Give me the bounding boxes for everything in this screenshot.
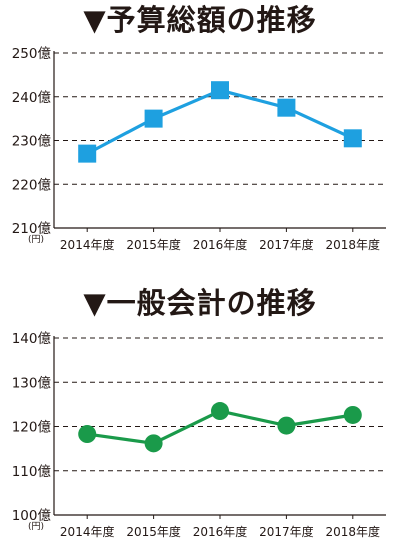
budget-total-chart: ▼予算総額の推移 210億 220億 230億 240億 250億 (円) 2014年度 20… — [0, 0, 400, 270]
x-tick-label: 2014年度 — [60, 237, 115, 252]
x-tick-label: 2014年度 — [60, 524, 115, 539]
unit-label: (円) — [28, 234, 44, 245]
x-tick-label: 2017年度 — [259, 237, 314, 252]
y-tick-label: 130億 — [12, 375, 52, 391]
general-account-plot: 100億 110億 120億 130億 140億 (円) 2014年度 2015年度 2016年… — [12, 331, 386, 539]
data-point-marker — [277, 98, 296, 117]
y-tick-label: 110億 — [12, 464, 52, 480]
budget-total-plot: 210億 220億 230億 240億 250億 (円) 2014年度 2015年度 2016年… — [12, 46, 386, 252]
x-tick-label: 2016年度 — [193, 524, 248, 539]
y-tick-label: 100億 — [12, 508, 52, 524]
y-tick-label: 120億 — [12, 420, 52, 436]
data-point-marker — [343, 405, 362, 424]
unit-label: (円) — [28, 521, 44, 532]
y-tick-label: 250億 — [12, 46, 52, 62]
x-tick-label: 2017年度 — [259, 524, 314, 539]
chart-title: ▼一般会計の推移 — [83, 286, 317, 320]
data-point-marker — [211, 81, 229, 100]
x-tick-label: 2015年度 — [126, 524, 181, 539]
series-line — [86, 88, 354, 156]
general-account-chart: ▼一般会計の推移 100億 110億 120億 130億 140億 (円) 2014年度 20… — [0, 283, 400, 548]
data-point-marker — [78, 144, 97, 163]
data-point-marker — [144, 109, 163, 128]
x-tick-label: 2018年度 — [326, 524, 381, 539]
data-point-marker — [277, 416, 296, 435]
y-tick-label: 230億 — [12, 134, 52, 150]
data-point-marker — [78, 425, 97, 444]
data-point-marker — [211, 402, 229, 421]
x-tick-label: 2016年度 — [193, 237, 248, 252]
x-tick-label: 2018年度 — [326, 237, 381, 252]
data-point-marker — [343, 129, 362, 148]
y-tick-label: 220億 — [12, 177, 52, 193]
chart-title: ▼予算総額の推移 — [83, 3, 317, 37]
data-point-marker — [144, 434, 163, 453]
y-tick-label: 240億 — [12, 90, 52, 106]
x-tick-label: 2015年度 — [126, 237, 181, 252]
y-tick-label: 210億 — [12, 221, 52, 237]
y-tick-label: 140億 — [12, 331, 52, 347]
